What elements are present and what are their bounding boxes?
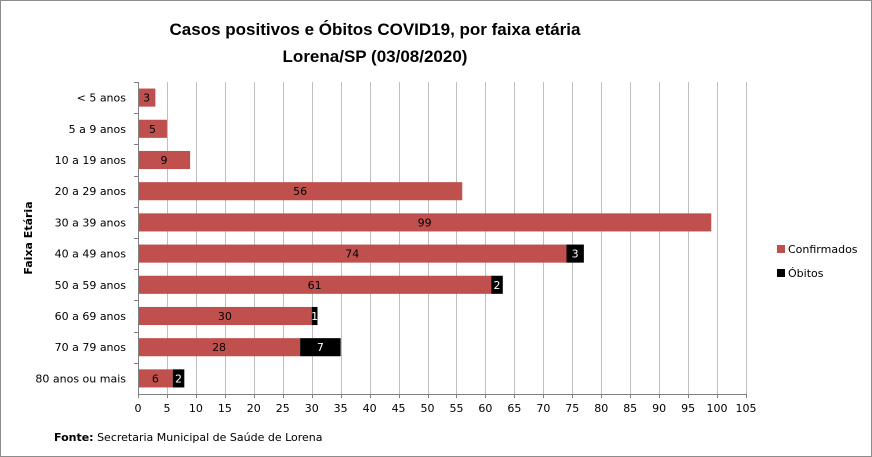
bars-layer: 3 5 9 56 99 74 3 61 2 30 1 28 7 6 2 <box>138 88 712 388</box>
data-label: 28 <box>212 341 226 354</box>
x-tick-label: 10 <box>189 402 203 415</box>
data-label: 5 <box>149 123 156 136</box>
x-tick-label: 25 <box>276 402 290 415</box>
bar-óbitos <box>491 275 503 294</box>
data-label: 56 <box>293 185 307 198</box>
y-axis-label: Faixa Etária <box>22 201 35 274</box>
chart-title-line2: Lorena/SP (03/08/2020) <box>283 47 468 66</box>
data-label: 7 <box>317 341 324 354</box>
data-label: 99 <box>418 216 432 229</box>
bar-confirmados <box>138 150 191 170</box>
source-text: Secretaria Municipal de Saúde de Lorena <box>94 431 323 444</box>
x-tick-label: 80 <box>594 402 608 415</box>
bar-óbitos <box>566 244 584 263</box>
source-note: Fonte: Secretaria Municipal de Saúde de … <box>54 431 323 444</box>
x-tick-label: 50 <box>421 402 435 415</box>
data-label: 61 <box>308 279 322 292</box>
bar-confirmados <box>138 338 301 357</box>
legend-label: Confirmados <box>788 243 858 256</box>
x-tick-label: 5 <box>163 402 170 415</box>
x-tick-label: 95 <box>681 402 695 415</box>
x-tick-label: 75 <box>565 402 579 415</box>
category-label: 5 a 9 anos <box>69 123 127 136</box>
bar-confirmados <box>138 244 567 263</box>
source-label: Fonte: <box>54 431 94 444</box>
bar-óbitos <box>311 306 318 326</box>
category-label: 80 anos ou mais <box>35 372 126 385</box>
category-label: 40 a 49 anos <box>55 248 127 261</box>
bar-confirmados <box>138 306 312 326</box>
x-tick-label: 90 <box>652 402 666 415</box>
bar-confirmados <box>138 119 167 138</box>
axis-layer: 0 5 10 15 20 25 30 35 40 45 50 55 60 65 70 75 80 85 90 95 10… <box>35 82 757 415</box>
category-label: 50 a 59 anos <box>55 279 127 292</box>
x-tick-label: 40 <box>363 402 377 415</box>
x-tick-label: 100 <box>707 402 728 415</box>
x-tick-label: 15 <box>218 402 232 415</box>
data-label: 2 <box>494 279 501 292</box>
data-label: 30 <box>218 310 232 323</box>
grid-layer <box>167 82 747 394</box>
legend-swatch <box>777 245 785 253</box>
category-label: 60 a 69 anos <box>55 310 127 323</box>
data-label: 3 <box>572 248 579 261</box>
category-label: 10 a 19 anos <box>55 154 127 167</box>
x-tick-label: 70 <box>536 402 550 415</box>
x-tick-label: 60 <box>478 402 492 415</box>
x-tick-label: 85 <box>623 402 637 415</box>
bar-confirmados <box>138 275 492 294</box>
x-tick-label: 45 <box>392 402 406 415</box>
bar-confirmados <box>138 182 463 201</box>
bar-confirmados <box>138 213 712 232</box>
x-tick-label: 105 <box>736 402 757 415</box>
chart-title-line1: Casos positivos e Óbitos COVID19, por fa… <box>170 20 582 39</box>
bar-óbitos <box>172 369 185 388</box>
x-tick-label: 20 <box>247 402 261 415</box>
data-label: 3 <box>143 92 150 105</box>
bar-confirmados <box>138 88 156 107</box>
x-tick-label: 0 <box>135 402 142 415</box>
category-label: 30 a 39 anos <box>55 216 127 229</box>
bar-óbitos <box>300 338 341 357</box>
x-tick-label: 65 <box>507 402 521 415</box>
legend-label: Óbitos <box>788 267 824 280</box>
data-label: 2 <box>175 372 182 385</box>
x-tick-label: 30 <box>305 402 319 415</box>
legend: Confirmados Óbitos <box>777 243 858 280</box>
bar-confirmados <box>138 369 173 388</box>
category-label: < 5 anos <box>77 92 127 105</box>
category-label: 70 a 79 anos <box>55 341 127 354</box>
category-label: 20 a 29 anos <box>55 185 127 198</box>
legend-swatch <box>777 269 785 277</box>
data-label: 1 <box>311 310 318 323</box>
data-label: 6 <box>152 372 159 385</box>
x-tick-label: 55 <box>449 402 463 415</box>
data-label: 74 <box>345 248 359 261</box>
x-tick-label: 35 <box>334 402 348 415</box>
data-label: 9 <box>161 154 168 167</box>
